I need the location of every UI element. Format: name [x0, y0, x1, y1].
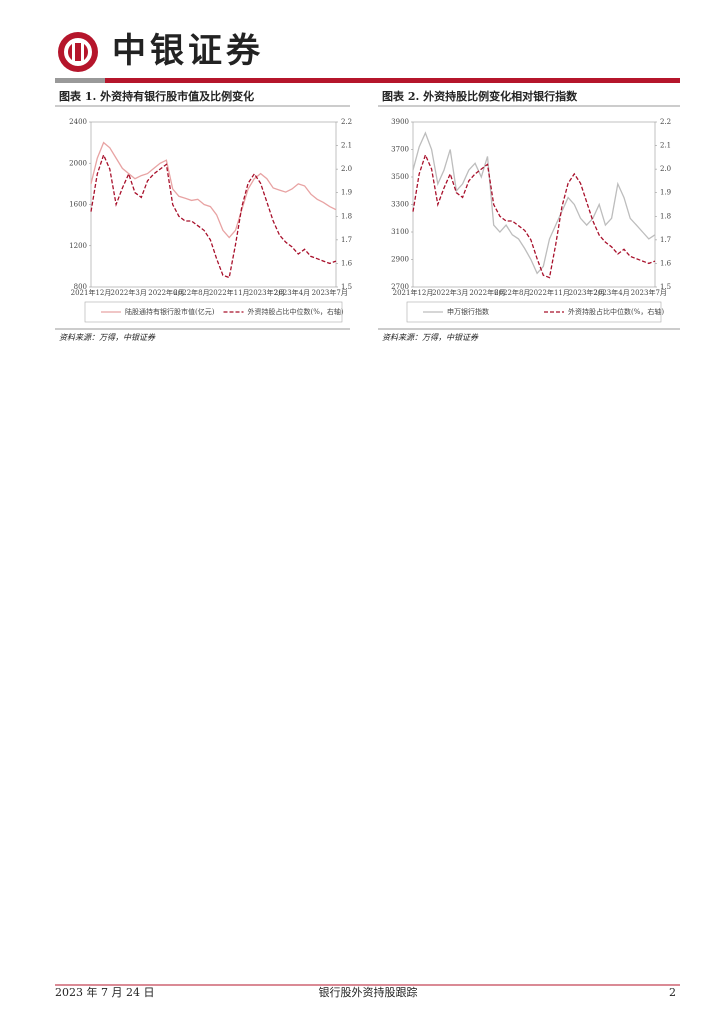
y2-tick-label: 1.7 [660, 236, 671, 244]
header-bar-gray [55, 78, 105, 83]
page-number: 2 [669, 986, 676, 999]
series-line [412, 153, 656, 279]
header-bar [105, 78, 680, 83]
y2-tick-label: 1.8 [341, 212, 352, 220]
y-tick-label: 3100 [391, 228, 409, 236]
y2-tick-label: 2.0 [660, 165, 671, 173]
x-tick-label: 2022年8月 [494, 288, 530, 297]
y-tick-label: 2400 [69, 118, 87, 126]
y2-tick-label: 1.8 [660, 212, 671, 220]
y-tick-label: 1600 [69, 201, 87, 209]
y2-tick-label: 2.2 [341, 118, 352, 126]
y2-tick-label: 1.9 [660, 189, 671, 197]
y2-tick-label: 1.6 [341, 259, 353, 267]
footer-title: 银行股外资持股跟踪 [319, 985, 418, 999]
legend-label: 外资持股占比中位数(%，右轴) [248, 307, 344, 316]
series-line [90, 153, 337, 279]
x-tick-label: 2022年8月 [173, 288, 209, 297]
x-tick-label: 2022年3月 [111, 288, 147, 297]
x-tick-label: 2023年7月 [631, 288, 667, 297]
y2-tick-label: 2.0 [341, 165, 352, 173]
y-tick-label: 3900 [391, 118, 409, 126]
plot-frame [90, 121, 337, 288]
brand: 中银证券 [112, 31, 264, 71]
x-tick-label: 2022年11月 [209, 288, 250, 297]
y-tick-label: 2700 [391, 283, 409, 291]
series-line [412, 131, 656, 275]
y2-tick-label: 1.5 [660, 283, 671, 291]
y2-tick-label: 1.7 [341, 236, 352, 244]
x-tick-label: 2023年4月 [593, 288, 629, 297]
x-tick-label: 2023年4月 [274, 288, 310, 297]
x-tick-label: 2023年2月 [249, 288, 285, 297]
legend-box [406, 301, 662, 323]
source-note: 资料来源：万得，中银证券 [382, 333, 479, 342]
x-tick-label: 2022年11月 [529, 288, 570, 297]
y2-tick-label: 1.9 [341, 189, 352, 197]
x-tick-label: 2022年3月 [432, 288, 468, 297]
y-tick-label: 2900 [391, 256, 409, 264]
y-tick-label: 1200 [69, 242, 87, 250]
y2-tick-label: 2.1 [660, 142, 671, 150]
legend-label: 外资持股占比中位数(%，右轴) [568, 307, 664, 316]
y-tick-label: 2000 [69, 159, 87, 167]
y-tick-label: 800 [74, 283, 87, 291]
legend-label: 陆股通持有银行股市值(亿元) [125, 307, 215, 316]
y-tick-label: 3500 [391, 173, 409, 181]
figure-title: 图表 2. 外资持股比例变化相对银行指数 [382, 89, 578, 103]
x-tick-label: 2023年2月 [569, 288, 605, 297]
x-tick-label: 2023年7月 [312, 288, 348, 297]
series-line [90, 141, 337, 239]
x-tick-label: 2021年12月 [393, 288, 434, 297]
legend-box [84, 301, 343, 323]
y2-tick-label: 2.1 [341, 142, 352, 150]
y2-tick-label: 1.5 [341, 283, 352, 291]
y-tick-label: 3700 [391, 146, 409, 154]
legend-label: 申万银行指数 [447, 307, 489, 316]
y2-tick-label: 1.6 [660, 259, 672, 267]
x-tick-label: 2022年6月 [469, 288, 505, 297]
y2-tick-label: 2.2 [660, 118, 671, 126]
plot-frame [412, 121, 656, 288]
source-note: 资料来源：万得，中银证券 [59, 333, 156, 342]
logo [58, 32, 98, 72]
figure-title: 图表 1. 外资持有银行股市值及比例变化 [59, 89, 254, 103]
y-tick-label: 3300 [391, 201, 409, 209]
x-tick-label: 2022年6月 [148, 288, 184, 297]
x-tick-label: 2021年12月 [71, 288, 112, 297]
footer-date: 2023 年 7 月 24 日 [55, 985, 154, 999]
